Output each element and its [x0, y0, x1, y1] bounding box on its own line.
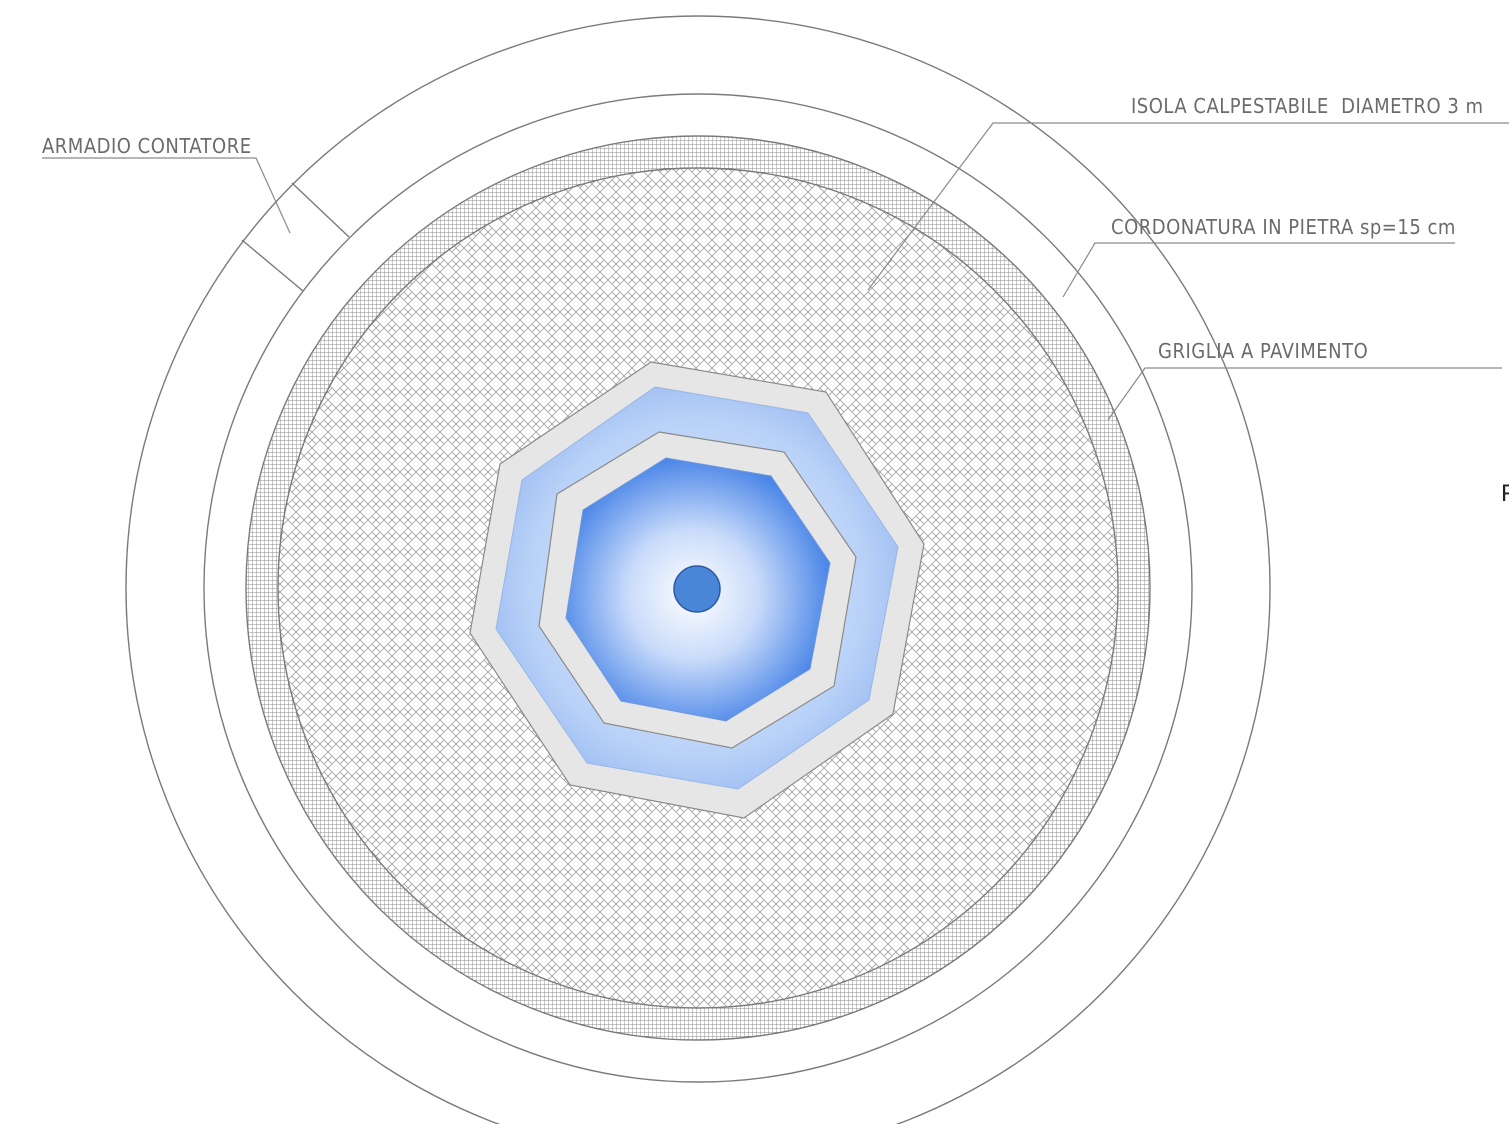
label-isola-calpestabile: ISOLA CALPESTABILE DIAMETRO 3 m: [1131, 94, 1484, 118]
leader-isola: [867, 122, 1509, 291]
outer-road-circle: [125, 15, 1271, 1124]
fountain-center-jet: [673, 565, 721, 613]
leader-cordonatura: [1062, 242, 1455, 298]
label-cordonatura: CORDONATURA IN PIETRA sp=15 cm: [1111, 215, 1456, 239]
inner-road-circle: [203, 93, 1193, 1083]
leader-armadio: [42, 157, 291, 234]
meter-cabinet: [241, 182, 350, 292]
label-griglia-pavimento: GRIGLIA A PAVIMENTO: [1158, 339, 1368, 363]
leader-griglia: [1107, 367, 1502, 421]
cut-edge-char: F: [1501, 480, 1509, 507]
label-armadio-contatore: ARMADIO CONTATORE: [42, 134, 252, 158]
